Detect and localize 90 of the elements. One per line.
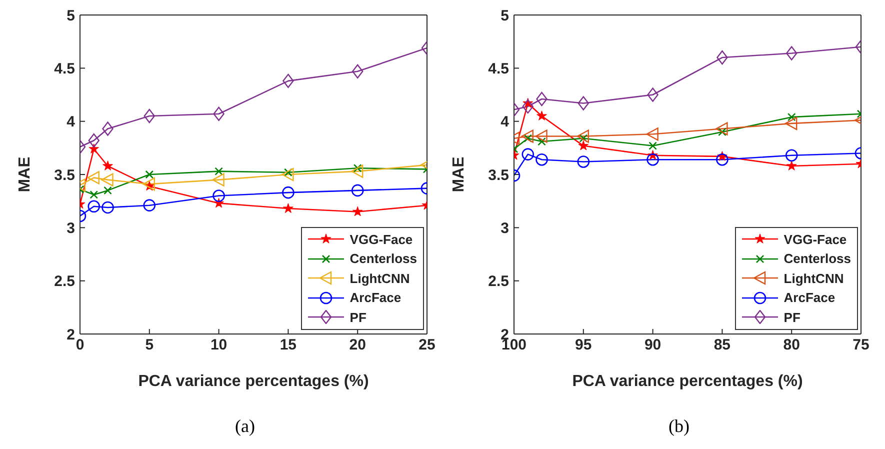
x-tick-label: 25 [418,336,436,354]
point [352,64,364,78]
y-tick-label: 2.5 [488,273,509,290]
y-tick-label: 4.5 [488,60,509,78]
x-axis-title: PCA variance percentages (%) [572,373,803,390]
point [213,106,224,121]
point [521,130,534,143]
x-tick-label: 75 [852,336,870,354]
legend-label: PF [784,310,800,325]
x-tick-label: 80 [783,336,800,354]
point [536,110,547,120]
y-tick-label: 2 [66,326,75,344]
point [716,50,728,65]
point [577,156,590,168]
point [786,160,797,170]
point [647,88,658,102]
y-tick-label: 5 [66,7,75,24]
text: (a) [234,416,256,437]
legend-label: ArcFace [784,290,836,306]
point [522,148,534,160]
y-tick-label: 3 [66,220,75,237]
x-tick-label: 5 [145,336,154,354]
legend-label: LightCNN [350,270,410,286]
point [282,74,294,88]
point [646,127,658,141]
y-axis-title: MAE [450,156,468,192]
point [88,133,100,148]
text: (b) [668,416,690,437]
point [102,122,114,136]
point [536,153,548,166]
y-axis-title: MAE [16,156,34,192]
point [538,137,546,146]
y-tick-label: 5 [500,7,509,24]
point [351,164,364,178]
point [144,108,155,124]
point [283,203,294,213]
x-axis-title: PCA variance percentages (%) [138,373,369,390]
point [352,206,363,216]
x-tick-label: 0 [76,336,84,354]
point [145,170,154,179]
point [88,200,100,213]
point [88,144,99,154]
point [102,160,113,170]
y-tick-label: 2.5 [54,273,75,290]
point [576,130,589,143]
y-tick-label: 3.5 [488,166,509,184]
point [102,201,114,214]
legend-label: PF [350,310,366,325]
y-tick-label: 4.5 [54,60,75,78]
x-tick-label: 10 [210,336,228,354]
point [522,99,534,114]
legend-label: VGG-Face [350,232,413,247]
point [648,142,657,150]
point [143,199,156,212]
point [351,184,364,197]
legend-label: VGG-Face [784,232,847,247]
point [87,171,100,184]
point [716,153,728,166]
point [104,186,112,195]
x-tick-label: 20 [349,336,366,354]
y-tick-label: 4 [66,114,76,131]
point [578,96,589,110]
point [716,122,728,136]
point [536,92,548,106]
point [785,149,798,162]
point [786,46,798,60]
y-tick-label: 3 [500,220,509,237]
legend-label: Centerloss [350,251,417,266]
point [787,112,796,122]
point [101,173,114,186]
point [578,140,588,150]
point [785,116,798,130]
point [212,190,225,202]
y-tick-label: 4 [500,114,510,131]
legend-label: ArcFace [350,290,402,306]
point [535,130,548,143]
y-tick-label: 3.5 [54,166,75,184]
legend-label: LightCNN [784,270,844,286]
point [646,153,659,166]
legend-label: Centerloss [784,251,851,266]
point [90,190,98,199]
point [142,177,155,191]
x-tick-label: 85 [714,336,731,354]
x-tick-label: 15 [280,336,297,354]
x-tick-label: 90 [644,336,662,354]
x-tick-label: 95 [575,336,592,354]
point [282,168,294,182]
point [214,167,223,176]
point [212,173,224,186]
point [282,186,294,199]
